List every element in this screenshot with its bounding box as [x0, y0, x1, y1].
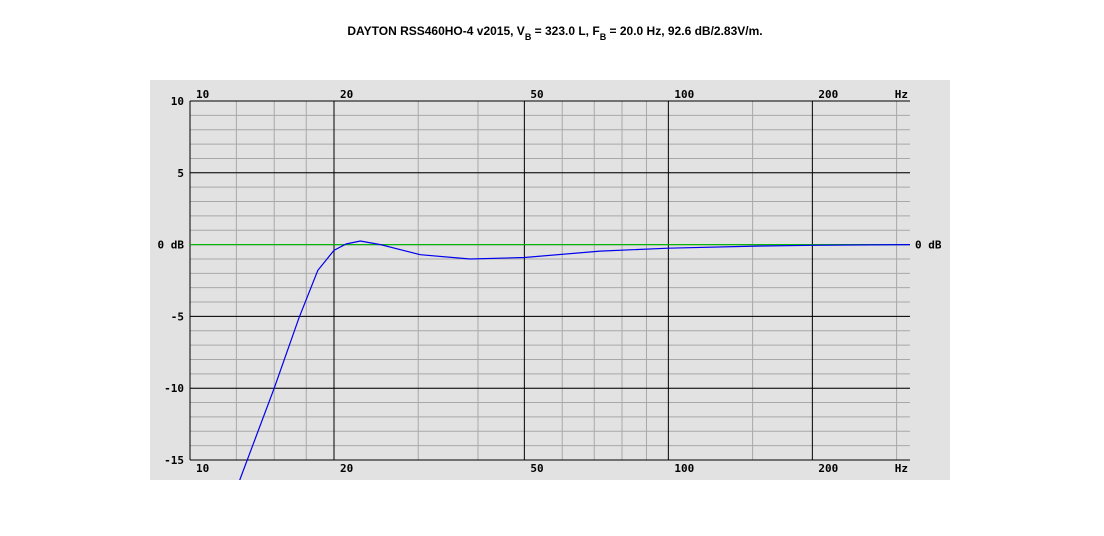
y-tick-label: -5	[171, 310, 184, 323]
title-subscript: B	[525, 32, 532, 42]
x-tick-label: 50	[530, 88, 543, 101]
x-tick-label: 10	[196, 462, 209, 475]
x-tick-label: 100	[674, 462, 694, 475]
y-tick-label: -15	[164, 454, 184, 467]
title-part: DAYTON RSS460HO-4 v2015, V	[347, 24, 524, 38]
title-subscript: B	[600, 32, 607, 42]
title-part: = 20.0 Hz, 92.6 dB/2.83V/m.	[606, 24, 762, 38]
x-tick-label: 10	[196, 88, 209, 101]
y-tick-label: 0 dB	[158, 239, 185, 252]
y-tick-label: -10	[164, 382, 184, 395]
x-tick-label: 100	[674, 88, 694, 101]
reference-label: 0 dB	[915, 239, 942, 252]
x-tick-label: 20	[340, 462, 353, 475]
x-tick-label: 200	[818, 462, 838, 475]
x-unit-label: Hz	[895, 462, 908, 475]
x-tick-label: 20	[340, 88, 353, 101]
y-tick-label: 10	[171, 95, 184, 108]
response-line	[239, 240, 911, 480]
panel	[150, 80, 950, 480]
x-tick-label: 50	[530, 462, 543, 475]
x-tick-label: 200	[818, 88, 838, 101]
x-unit-label: Hz	[895, 88, 908, 101]
y-tick-label: 5	[177, 167, 184, 180]
chart-title: DAYTON RSS460HO-4 v2015, VB = 323.0 L, F…	[347, 24, 762, 42]
title-part: = 323.0 L, F	[531, 24, 599, 38]
